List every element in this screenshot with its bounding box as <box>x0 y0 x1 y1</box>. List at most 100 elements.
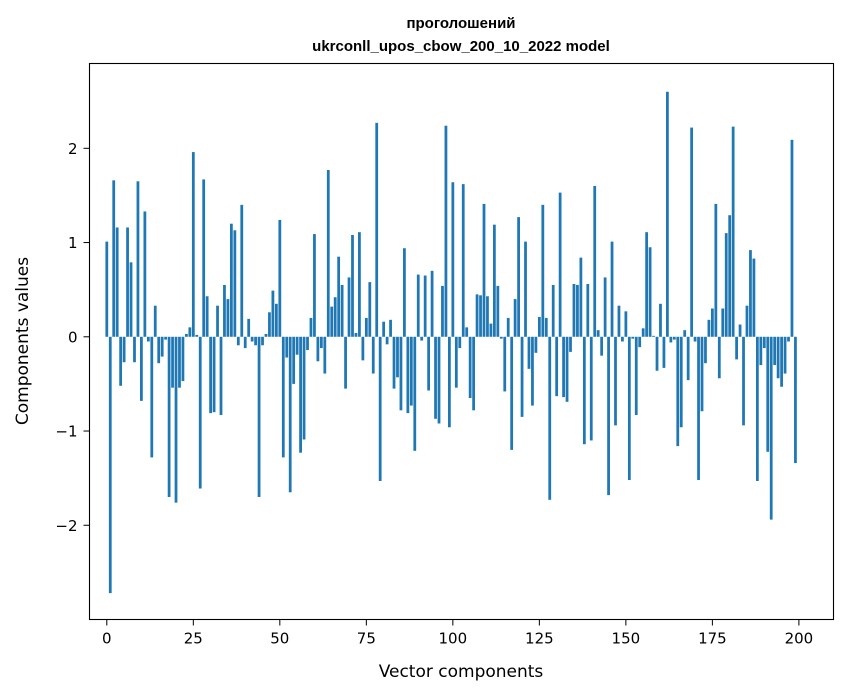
y-tick-label: 2 <box>68 140 78 158</box>
bar-143 <box>600 336 604 356</box>
bar-67 <box>337 256 341 337</box>
bar-21 <box>178 336 181 388</box>
bar-77 <box>371 336 375 374</box>
bar-151 <box>627 336 631 481</box>
bar-96 <box>437 336 441 424</box>
bar-88 <box>409 336 413 406</box>
bar-19 <box>171 336 174 388</box>
bar-28 <box>202 179 206 337</box>
bar-10 <box>140 336 143 401</box>
bar-31 <box>212 336 216 413</box>
bar-135 <box>572 284 576 337</box>
bar-76 <box>368 282 372 337</box>
bar-41 <box>247 318 251 337</box>
y-tick-label: −2 <box>55 517 77 535</box>
bar-118 <box>513 299 517 337</box>
bar-24 <box>188 327 192 337</box>
bar-72 <box>354 333 358 337</box>
bar-175 <box>711 308 714 337</box>
bar-183 <box>738 324 742 337</box>
bar-127 <box>544 317 548 337</box>
bar-134 <box>569 336 572 352</box>
bar-42 <box>250 336 254 342</box>
bar-34 <box>223 284 226 337</box>
bar-142 <box>596 330 600 337</box>
bar-138 <box>582 336 586 445</box>
bar-117 <box>510 336 514 450</box>
bar-121 <box>524 241 527 337</box>
bar-194 <box>776 336 780 379</box>
bar-107 <box>475 294 479 337</box>
bar-125 <box>537 317 541 337</box>
bar-113 <box>496 285 500 337</box>
bar-86 <box>403 248 406 337</box>
bar-196 <box>783 336 787 374</box>
bar-64 <box>326 169 330 337</box>
y-axis-label: Components values <box>13 257 33 425</box>
bar-5 <box>122 336 126 363</box>
bar-23 <box>185 333 188 337</box>
bar-83 <box>392 336 396 389</box>
bar-56 <box>299 336 302 453</box>
x-tick-label: 125 <box>525 630 554 648</box>
y-axis-ticks: −2 −1 0 1 2 <box>55 140 90 535</box>
bar-174 <box>707 319 711 337</box>
x-tick-label: 75 <box>357 630 376 648</box>
bar-197 <box>787 336 790 342</box>
bar-137 <box>579 257 583 337</box>
bar-75 <box>364 317 368 337</box>
bar-3 <box>115 227 119 337</box>
bar-63 <box>323 336 327 374</box>
bar-9 <box>136 181 140 337</box>
bar-185 <box>745 305 749 337</box>
bar-33 <box>219 336 223 416</box>
bar-167 <box>683 330 687 337</box>
bar-171 <box>697 336 700 481</box>
x-axis-ticks: 0 25 50 75 100 125 150 175 200 <box>102 619 813 648</box>
bar-160 <box>659 303 662 337</box>
bar-187 <box>752 258 756 337</box>
bar-122 <box>527 336 531 369</box>
bar-65 <box>330 306 334 337</box>
bar-91 <box>420 336 424 341</box>
bar-97 <box>441 285 444 337</box>
bar-66 <box>333 297 337 337</box>
bar-114 <box>499 336 503 339</box>
bar-184 <box>742 336 745 426</box>
bar-140 <box>589 336 593 441</box>
bar-178 <box>721 308 725 337</box>
bar-164 <box>672 336 676 340</box>
bar-192 <box>769 336 773 520</box>
chart-title-line-1: проголошений <box>406 15 515 32</box>
bar-36 <box>229 223 233 337</box>
bar-126 <box>541 204 545 337</box>
bar-190 <box>762 336 766 349</box>
plot-frame <box>88 62 835 621</box>
y-tick-label: 1 <box>68 234 78 252</box>
bar-193 <box>773 336 777 366</box>
bar-79 <box>378 336 382 481</box>
bar-59 <box>309 317 313 337</box>
bar-98 <box>444 125 448 337</box>
bar-103 <box>461 184 465 337</box>
bar-50 <box>278 219 282 337</box>
bar-120 <box>520 336 524 417</box>
bar-148 <box>617 305 621 337</box>
bar-13 <box>150 336 154 458</box>
bar-128 <box>548 336 552 500</box>
bar-17 <box>164 336 168 340</box>
bar-4 <box>119 336 123 386</box>
bar-62 <box>319 336 323 349</box>
bar-177 <box>717 336 721 379</box>
bar-179 <box>724 233 728 337</box>
bar-2 <box>112 180 116 337</box>
bar-57 <box>302 336 306 440</box>
bar-158 <box>652 335 655 337</box>
bar-49 <box>274 303 278 337</box>
bar-32 <box>216 305 219 337</box>
bar-43 <box>254 336 257 346</box>
bar-144 <box>603 277 607 337</box>
bar-60 <box>313 234 316 337</box>
x-tick-label: 100 <box>439 630 468 648</box>
bar-12 <box>146 336 150 342</box>
